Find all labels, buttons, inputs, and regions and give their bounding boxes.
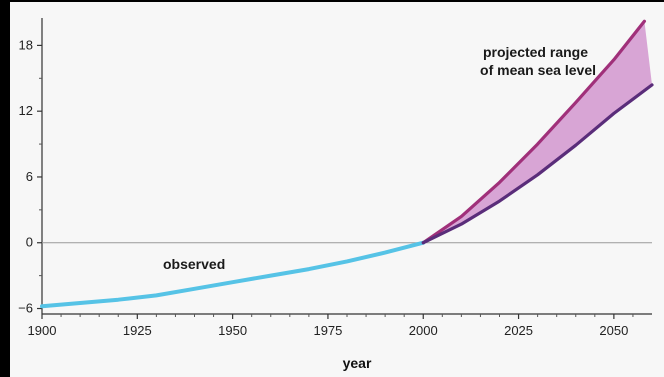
series-line-projected-lower [421,83,654,245]
projected-range-fill [423,21,652,243]
axes: −6 0 6 12 18 1900 1925 1950 1975 2000 2025 2050 [18,18,652,338]
y-tick-label-3: 12 [19,103,33,118]
x-tick-label-4: 2000 [409,323,438,338]
y-tick-label-0: −6 [18,301,33,316]
series-line-projected-upper [421,19,647,245]
x-tick-label-3: 1975 [313,323,342,338]
annotation-observed: observed [163,256,225,272]
annotation-projected-line2: of mean sea level [480,62,596,78]
annotation-projected-line1: projected range [483,44,588,60]
x-axis-title: year [343,355,372,371]
series-line-observed [40,240,426,309]
x-tick-label-6: 2050 [599,323,628,338]
y-tick-label-1: 0 [26,235,33,250]
y-tick-label-2: 6 [26,169,33,184]
x-tick-label-1: 1925 [123,323,152,338]
x-tick-label-5: 2025 [504,323,533,338]
x-tick-label-0: 1900 [28,323,57,338]
x-tick-label-2: 1950 [218,323,247,338]
y-tick-label-4: 18 [19,37,33,52]
chart-marks [40,19,654,309]
